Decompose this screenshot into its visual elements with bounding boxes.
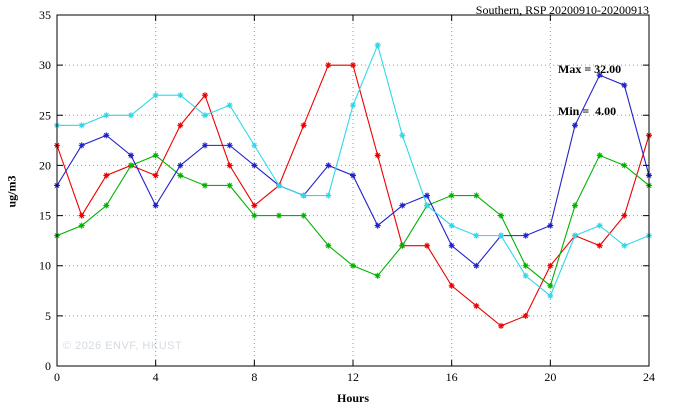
x-axis-label: Hours — [336, 391, 369, 405]
x-tick-label: 4 — [153, 370, 159, 384]
chart-title: Southern, RSP 20200910-20200913 — [475, 3, 649, 17]
y-tick-label: 15 — [39, 209, 51, 223]
max-label: Max = 32.00 — [558, 62, 622, 76]
x-tick-label: 8 — [251, 370, 257, 384]
x-tick-label: 0 — [54, 370, 60, 384]
stats-annotation: Max = 32.00 Min = 4.00 — [558, 34, 621, 146]
x-tick-label: 20 — [544, 370, 556, 384]
y-tick-label: 35 — [39, 8, 51, 22]
watermark: © 2026 ENVF, HKUST — [63, 340, 183, 352]
x-tick-label: 12 — [347, 370, 359, 384]
y-tick-label: 10 — [39, 259, 51, 273]
y-tick-label: 0 — [45, 359, 51, 373]
axis-ticks — [56, 14, 650, 367]
y-tick-label: 30 — [39, 58, 51, 72]
x-tick-label: 24 — [643, 370, 655, 384]
y-tick-label: 20 — [39, 158, 51, 172]
y-tick-label: 5 — [45, 309, 51, 323]
x-tick-label: 16 — [446, 370, 458, 384]
y-tick-label: 25 — [39, 108, 51, 122]
min-label: Min = 4.00 — [558, 104, 617, 118]
y-axis-label: ug/m3 — [4, 175, 19, 208]
